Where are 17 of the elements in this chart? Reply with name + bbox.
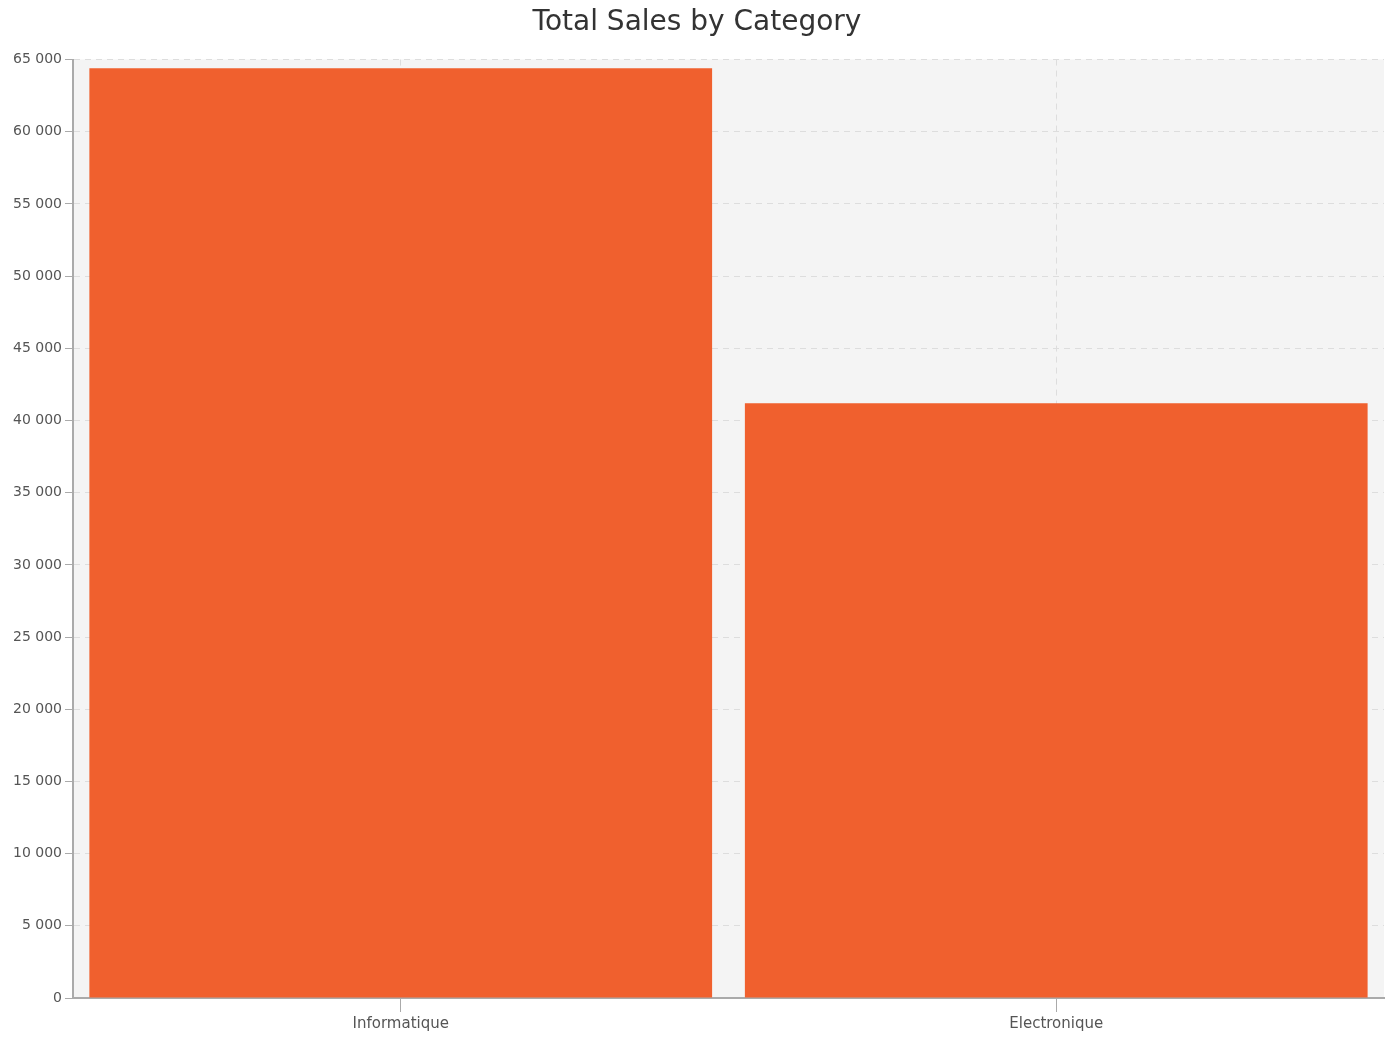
y-tick-label: 25 000 — [12, 627, 62, 644]
y-tick-label: 65 000 — [12, 50, 62, 67]
y-tick-label: 10 000 — [12, 844, 62, 861]
y-tick-label: 50 000 — [12, 266, 62, 283]
y-tick-label: 60 000 — [12, 122, 62, 139]
y-tick-label: 30 000 — [12, 555, 62, 572]
y-tick-label: 20 000 — [12, 699, 62, 716]
chart-title: Total Sales by Category — [531, 4, 862, 38]
y-tick-label: 55 000 — [12, 194, 62, 211]
y-tick-label: 5 000 — [21, 916, 62, 933]
y-tick-label: 45 000 — [12, 338, 62, 355]
x-tick-label: Electronique — [1009, 1013, 1104, 1032]
y-tick-label: 35 000 — [12, 483, 62, 500]
y-tick-label: 40 000 — [12, 411, 62, 428]
x-tick-label: Informatique — [352, 1013, 449, 1032]
y-tick-label: 0 — [53, 988, 62, 1005]
y-tick-label: 15 000 — [12, 772, 62, 789]
